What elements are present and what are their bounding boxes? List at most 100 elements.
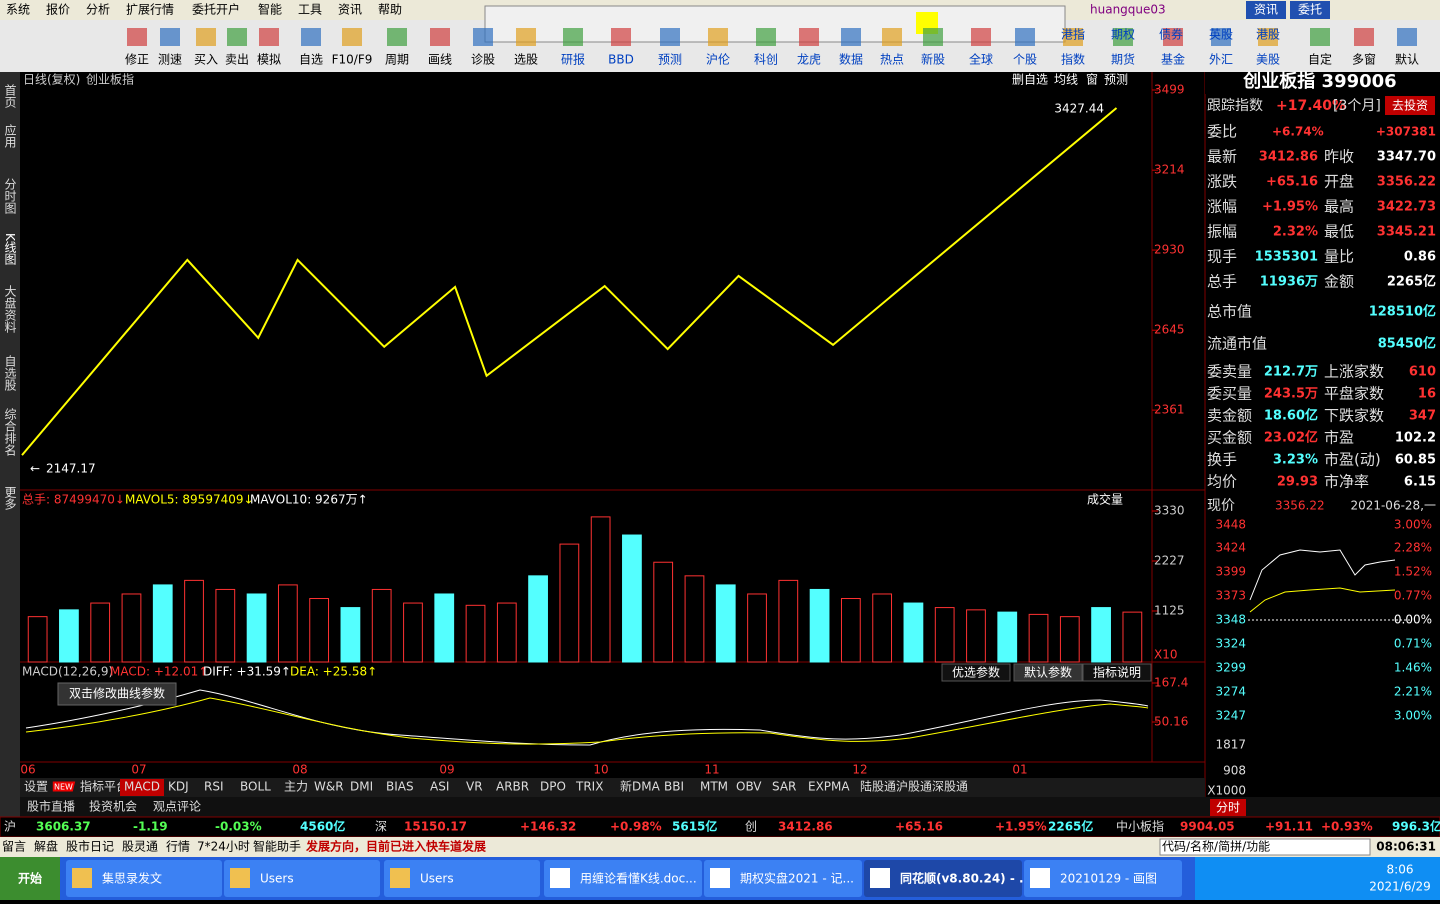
toolbar-button[interactable]: 卖出 bbox=[225, 53, 249, 67]
task-label[interactable]: 集思录发文 bbox=[102, 871, 162, 886]
toolbar-button[interactable]: 周期 bbox=[385, 53, 409, 67]
sidebar-tab[interactable]: 应用 bbox=[3, 123, 17, 149]
indicator-tab[interactable]: MACD bbox=[124, 780, 160, 794]
menu-item[interactable]: 工具 bbox=[298, 3, 322, 17]
param-button[interactable]: 默认参数 bbox=[1024, 665, 1072, 680]
indicator-tab[interactable]: RSI bbox=[204, 780, 224, 794]
indicator-tab[interactable]: DPO bbox=[540, 780, 566, 794]
toolbar-button[interactable]: 科创 bbox=[754, 53, 778, 67]
toolbar-icon[interactable] bbox=[342, 28, 362, 46]
menu-item[interactable]: 扩展行情 bbox=[126, 3, 174, 17]
indicator-tab[interactable]: DMI bbox=[350, 780, 373, 794]
menu-item[interactable]: 委托开户 bbox=[192, 2, 240, 17]
toolbar-button[interactable]: 预测 bbox=[658, 53, 682, 67]
indicator-tab[interactable]: KDJ bbox=[168, 780, 189, 794]
menu-item[interactable]: 系统 bbox=[6, 3, 30, 17]
indicator-tab[interactable]: ARBR bbox=[496, 780, 529, 794]
toolbar-button[interactable]: 测速 bbox=[158, 53, 182, 67]
indicator-tab[interactable]: MTM bbox=[700, 780, 728, 794]
toolbar-button[interactable]: 默认 bbox=[1395, 52, 1419, 67]
selector[interactable]: 成交量 bbox=[1087, 492, 1123, 507]
toolbar-icon[interactable] bbox=[1163, 28, 1183, 46]
toolbar-icon[interactable] bbox=[611, 28, 631, 46]
toolbar-button[interactable]: 新股 bbox=[921, 52, 945, 67]
toolbar-icon[interactable] bbox=[882, 28, 902, 46]
toolbar-icon[interactable] bbox=[227, 28, 247, 46]
chart-button[interactable]: 窗 bbox=[1086, 73, 1098, 87]
bottom-link[interactable]: 解盘 bbox=[34, 839, 58, 854]
indicator-tab[interactable]: TRIX bbox=[575, 780, 603, 794]
indicator-tab[interactable]: 主力 bbox=[284, 780, 308, 794]
button[interactable] bbox=[1246, 1, 1286, 19]
sub-tab[interactable]: 股市直播 bbox=[27, 799, 75, 814]
sidebar-tab[interactable]: 首页 bbox=[3, 84, 17, 109]
sidebar-tab[interactable]: 综合排名 bbox=[3, 408, 17, 456]
button[interactable] bbox=[941, 663, 1011, 682]
toolbar-button[interactable]: 债券 bbox=[1159, 27, 1183, 42]
task-label[interactable]: 同花顺(v8.80.24) - ... bbox=[900, 871, 1033, 886]
toolbar-icon[interactable] bbox=[563, 28, 583, 46]
toolbar-button[interactable]: 自选 bbox=[299, 53, 323, 67]
chart-button[interactable]: 均线 bbox=[1054, 73, 1078, 87]
toolbar-button[interactable]: 热点 bbox=[880, 53, 904, 67]
indicator-tab[interactable]: 沪股通 bbox=[896, 780, 932, 794]
task-label[interactable]: Users bbox=[420, 872, 454, 886]
toolbar-button[interactable]: 外汇 bbox=[1209, 53, 1233, 67]
toolbar-icon[interactable] bbox=[923, 28, 943, 46]
top-button[interactable]: 委托 bbox=[1298, 3, 1322, 17]
menu-item[interactable]: 智能 bbox=[258, 2, 282, 17]
button[interactable] bbox=[1013, 663, 1083, 682]
toolbar-icon[interactable] bbox=[841, 28, 861, 46]
indicator-tab[interactable]: ASI bbox=[430, 780, 449, 794]
toolbar-icon[interactable] bbox=[1211, 28, 1231, 46]
indicator-tab[interactable]: BIAS bbox=[386, 780, 414, 794]
toolbar-icon[interactable] bbox=[1063, 28, 1083, 46]
task-label[interactable]: 20210129 - 画图 bbox=[1060, 872, 1157, 886]
sidebar-tab[interactable]: K线图 bbox=[3, 233, 17, 265]
toolbar-button[interactable]: 买入 bbox=[194, 53, 218, 67]
toolbar-icon[interactable] bbox=[1354, 28, 1374, 46]
sidebar-tab[interactable]: 分时图 bbox=[3, 178, 17, 214]
tab[interactable] bbox=[1210, 799, 1246, 816]
toolbar-icon[interactable] bbox=[660, 28, 680, 46]
toolbar-button[interactable]: 画线 bbox=[428, 53, 452, 67]
toolbar-button[interactable]: 基金 bbox=[1161, 52, 1185, 67]
toolbar-button[interactable]: 指数 bbox=[1061, 52, 1085, 67]
sidebar-tab[interactable]: 自选股 bbox=[3, 355, 17, 392]
bottom-link[interactable]: 7*24小时 bbox=[197, 840, 250, 854]
indicator-tab[interactable]: SAR bbox=[772, 780, 796, 794]
toolbar-icon[interactable] bbox=[387, 28, 407, 46]
toolbar-button[interactable]: 沪伦 bbox=[706, 52, 730, 67]
toolbar-button[interactable]: 全球 bbox=[969, 52, 993, 67]
toolbar-button[interactable]: 龙虎 bbox=[797, 53, 821, 67]
chart-button[interactable]: 删自选 bbox=[1012, 73, 1048, 87]
toolbar-icon[interactable] bbox=[1397, 28, 1417, 46]
task-button[interactable] bbox=[224, 860, 380, 897]
param-button[interactable]: 指标说明 bbox=[1093, 665, 1141, 680]
toolbar-button[interactable]: 研报 bbox=[561, 52, 585, 67]
toolbar-button[interactable]: 港指 bbox=[1061, 27, 1085, 42]
toolbar-icon[interactable] bbox=[1113, 28, 1133, 46]
button[interactable] bbox=[1385, 96, 1435, 115]
indicator-tab[interactable]: W&R bbox=[314, 780, 344, 794]
toolbar-button[interactable]: BBD bbox=[608, 53, 634, 67]
sidebar-tab[interactable]: 更多 bbox=[3, 486, 17, 511]
toolbar-icon[interactable] bbox=[430, 28, 450, 46]
task-label[interactable]: 用缠论看懂K线.doc... bbox=[580, 871, 697, 886]
indicator-tab[interactable]: NEW bbox=[52, 781, 75, 794]
toolbar-button[interactable]: 诊股 bbox=[471, 53, 495, 67]
toolbar-icon[interactable] bbox=[708, 28, 728, 46]
toolbar-icon[interactable] bbox=[756, 28, 776, 46]
toolbar-button[interactable]: 模拟 bbox=[257, 53, 281, 67]
indicator-tab[interactable]: 深股通 bbox=[932, 780, 968, 794]
bottom-link[interactable]: 智能助手 bbox=[253, 839, 301, 854]
indicator-tab[interactable]: OBV bbox=[736, 780, 762, 794]
toolbar-button[interactable]: 期权 bbox=[1111, 28, 1135, 42]
toolbar-icon[interactable] bbox=[1015, 28, 1035, 46]
task-label[interactable]: Users bbox=[260, 872, 294, 886]
toolbar-icon[interactable] bbox=[971, 28, 991, 46]
task-button[interactable] bbox=[1024, 860, 1182, 897]
button[interactable] bbox=[1082, 663, 1152, 682]
indicator-tab[interactable]: BOLL bbox=[240, 780, 271, 794]
sub-tab[interactable]: 投资机会 bbox=[89, 799, 137, 814]
